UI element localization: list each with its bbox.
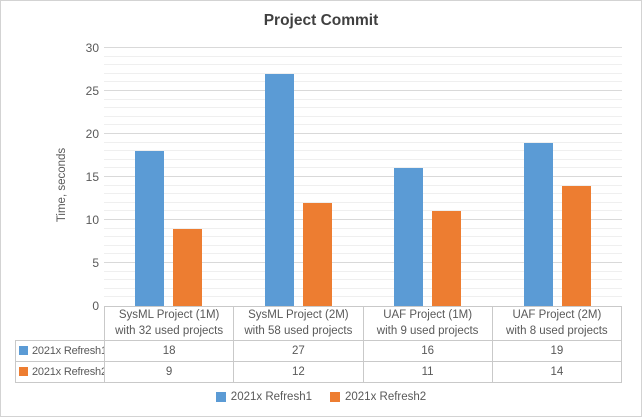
- bar-2021x-refresh2: [173, 228, 203, 306]
- minor-gridline: [104, 81, 622, 83]
- y-tick-label: 30: [85, 41, 99, 55]
- minor-gridline: [104, 124, 622, 126]
- minor-gridline: [104, 141, 622, 143]
- bar-2021x-refresh1: [394, 168, 424, 306]
- table-category-cell: SysML Project (2M) with 58 used projects: [233, 306, 364, 341]
- minor-gridline: [104, 287, 622, 289]
- minor-gridline: [104, 210, 622, 212]
- y-tick-label: 5: [92, 256, 99, 270]
- minor-gridline: [104, 150, 622, 152]
- legend-label: 2021x Refresh1: [230, 391, 312, 403]
- table-value-cell: 9: [103, 361, 235, 383]
- table-value-cell: 14: [491, 361, 623, 383]
- table-value-cell: 16: [362, 340, 493, 362]
- data-table: SysML Project (1M) with 32 used projects…: [15, 306, 623, 383]
- major-gridline: [104, 176, 622, 177]
- legend-key-icon: [215, 392, 226, 402]
- legend-item: 2021x Refresh1: [215, 391, 312, 403]
- minor-gridline: [104, 72, 622, 74]
- bar-2021x-refresh1: [135, 151, 165, 306]
- bar-2021x-refresh2: [432, 211, 462, 306]
- major-gridline: [104, 262, 622, 263]
- bar-group: [234, 48, 364, 306]
- table-category-cell: UAF Project (1M) with 9 used projects: [362, 306, 493, 341]
- bar-group: [493, 48, 623, 306]
- y-tick-label: 25: [85, 84, 99, 98]
- bar-2021x-refresh1: [523, 142, 553, 306]
- bar-2021x-refresh2: [561, 185, 591, 306]
- minor-gridline: [104, 244, 622, 246]
- legend-key-icon: [330, 392, 340, 402]
- minor-gridline: [104, 253, 622, 255]
- table-value-cell: 11: [362, 361, 493, 383]
- bar-2021x-refresh2: [302, 202, 332, 306]
- major-gridline: [104, 47, 622, 48]
- table-category-cell: UAF Project (2M) with 8 used projects: [491, 306, 623, 341]
- y-tick-label: 10: [85, 213, 99, 227]
- bar-group: [104, 48, 234, 306]
- table-category-cell: SysML Project (1M) with 32 used projects: [103, 306, 235, 341]
- legend-label: 2021x Refresh2: [345, 391, 427, 403]
- bar-2021x-refresh1: [264, 73, 294, 306]
- minor-gridline: [104, 201, 622, 203]
- minor-gridline: [104, 158, 622, 160]
- bar-groups: [104, 48, 622, 306]
- minor-gridline: [104, 115, 622, 117]
- legend: 2021x Refresh1 2021x Refresh2: [1, 391, 641, 403]
- table-corner-blank: [16, 307, 105, 341]
- minor-gridline: [104, 64, 622, 66]
- major-gridline: [104, 133, 622, 134]
- table-series-label: 2021x Refresh1: [15, 340, 105, 362]
- minor-gridline: [104, 55, 622, 57]
- y-tick-label: 20: [85, 127, 99, 141]
- series-key-icon: [19, 367, 28, 376]
- legend-item: 2021x Refresh2: [330, 391, 426, 403]
- table-series-label: 2021x Refresh2: [15, 361, 105, 383]
- minor-gridline: [104, 296, 622, 298]
- bar-group: [363, 48, 493, 306]
- minor-gridline: [104, 167, 622, 169]
- series-key-icon: [19, 346, 28, 355]
- major-gridline: [104, 90, 622, 91]
- major-gridline: [104, 219, 622, 220]
- minor-gridline: [104, 107, 622, 109]
- minor-gridline: [104, 236, 622, 238]
- chart-title: Project Commit: [263, 12, 379, 29]
- table-value-cell: 18: [103, 340, 235, 362]
- table-value-cell: 19: [491, 340, 623, 362]
- minor-gridline: [104, 98, 622, 100]
- plot-area: [104, 47, 622, 306]
- minor-gridline: [104, 270, 622, 272]
- y-tick-label: 15: [85, 170, 99, 184]
- minor-gridline: [104, 279, 622, 281]
- table-value-cell: 27: [233, 340, 364, 362]
- minor-gridline: [104, 184, 622, 186]
- minor-gridline: [104, 227, 622, 229]
- table-value-cell: 12: [233, 361, 364, 383]
- y-tick-label: 0: [92, 299, 99, 313]
- minor-gridline: [104, 193, 622, 195]
